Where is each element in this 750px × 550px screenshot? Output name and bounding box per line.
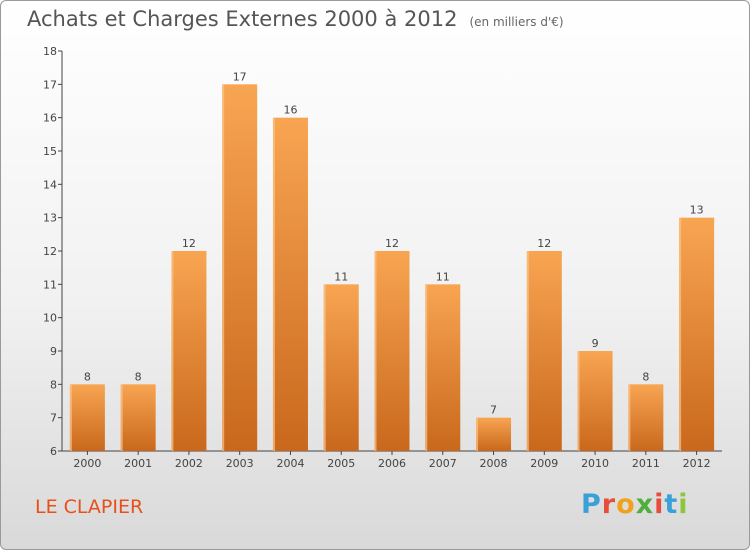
- x-tick-label: 2000: [73, 457, 101, 470]
- x-tick-label: 2005: [327, 457, 355, 470]
- bar-2008: [476, 417, 512, 451]
- proxiti-logo-letter: x: [635, 489, 655, 520]
- bar-2001: [120, 384, 156, 451]
- bar-value-label: 9: [592, 337, 599, 350]
- proxiti-logo-letter: t: [664, 489, 679, 520]
- bar-highlight-2007: [425, 284, 428, 451]
- y-tick-label: 17: [43, 78, 57, 91]
- y-tick-label: 15: [43, 145, 57, 158]
- bar-value-label: 8: [642, 370, 649, 383]
- bar-2000: [69, 384, 105, 451]
- bar-value-label: 8: [84, 370, 91, 383]
- bar-2004: [272, 117, 308, 452]
- bar-2007: [425, 284, 461, 451]
- y-tick-label: 16: [43, 112, 57, 125]
- bar-highlight-2011: [628, 384, 631, 451]
- x-tick-label: 2006: [378, 457, 406, 470]
- bar-2006: [374, 251, 410, 451]
- bar-highlight-2001: [120, 384, 123, 451]
- x-tick-label: 2004: [276, 457, 304, 470]
- bar-highlight-2003: [222, 84, 225, 451]
- bar-value-label: 16: [283, 104, 297, 117]
- bar-highlight-2009: [526, 251, 529, 451]
- proxiti-logo: Proxiti: [581, 489, 689, 520]
- bar-highlight-2008: [476, 417, 479, 451]
- x-tick-label: 2003: [226, 457, 254, 470]
- x-tick-label: 2007: [429, 457, 457, 470]
- bar-value-label: 11: [436, 270, 450, 283]
- y-tick-label: 13: [43, 212, 57, 225]
- bar-highlight-2002: [171, 251, 174, 451]
- bar-2005: [323, 284, 359, 451]
- bar-value-label: 13: [690, 204, 704, 217]
- chart-title-text: Achats et Charges Externes 2000 à 2012: [27, 7, 458, 31]
- chart-bars: 8 8 12 17 16 11 12 11 7 12 9 8 13: [69, 70, 715, 452]
- x-tick-label: 2008: [480, 457, 508, 470]
- bar-highlight-2005: [323, 284, 326, 451]
- bar-2003: [222, 84, 258, 451]
- x-tick-label: 2009: [530, 457, 558, 470]
- bar-2009: [526, 251, 562, 451]
- chart-subtitle: (en milliers d'€): [469, 15, 564, 29]
- bar-value-label: 17: [233, 70, 247, 83]
- bar-2010: [577, 351, 613, 451]
- chart-title: Achats et Charges Externes 2000 à 2012 (e…: [27, 7, 564, 31]
- bar-2002: [171, 251, 207, 451]
- bar-value-label: 12: [537, 237, 551, 250]
- bar-highlight-2004: [272, 117, 275, 452]
- x-tick-label: 2012: [683, 457, 711, 470]
- y-tick-label: 9: [50, 345, 57, 358]
- bar-value-label: 12: [385, 237, 399, 250]
- chart-axes: 6 7 8 9 10 11 12 13 14 15 16 17 18 2000 2001 2002 2003 20…: [43, 45, 722, 470]
- bar-value-label: 7: [490, 404, 497, 417]
- x-tick-label: 2010: [581, 457, 609, 470]
- x-tick-label: 2001: [124, 457, 152, 470]
- bar-value-label: 8: [135, 370, 142, 383]
- y-tick-label: 7: [50, 412, 57, 425]
- bar-value-label: 11: [334, 270, 348, 283]
- y-tick-label: 8: [50, 378, 57, 391]
- y-tick-label: 11: [43, 278, 57, 291]
- y-tick-label: 12: [43, 245, 57, 258]
- y-tick-label: 14: [43, 178, 57, 191]
- place-name: LE CLAPIER: [35, 496, 144, 518]
- bar-value-label: 12: [182, 237, 196, 250]
- bar-highlight-2012: [679, 217, 682, 451]
- x-tick-label: 2011: [632, 457, 660, 470]
- y-tick-label: 18: [43, 45, 57, 58]
- bar-2012: [679, 217, 715, 451]
- proxiti-logo-letter: i: [654, 489, 665, 520]
- proxiti-logo-letter: P: [581, 489, 602, 520]
- bar-highlight-2010: [577, 351, 580, 451]
- proxiti-logo-letter: r: [601, 489, 617, 520]
- y-tick-label: 10: [43, 312, 57, 325]
- bar-2011: [628, 384, 664, 451]
- bar-highlight-2006: [374, 251, 377, 451]
- proxiti-logo-letter: o: [616, 489, 636, 520]
- y-tick-label: 6: [50, 445, 57, 458]
- x-tick-label: 2002: [175, 457, 203, 470]
- bar-highlight-2000: [69, 384, 72, 451]
- proxiti-logo-letter: i: [678, 489, 689, 520]
